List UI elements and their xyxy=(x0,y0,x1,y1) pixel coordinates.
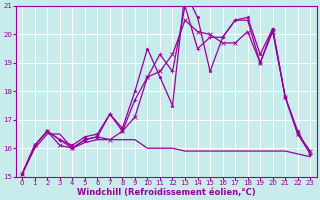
X-axis label: Windchill (Refroidissement éolien,°C): Windchill (Refroidissement éolien,°C) xyxy=(77,188,256,197)
